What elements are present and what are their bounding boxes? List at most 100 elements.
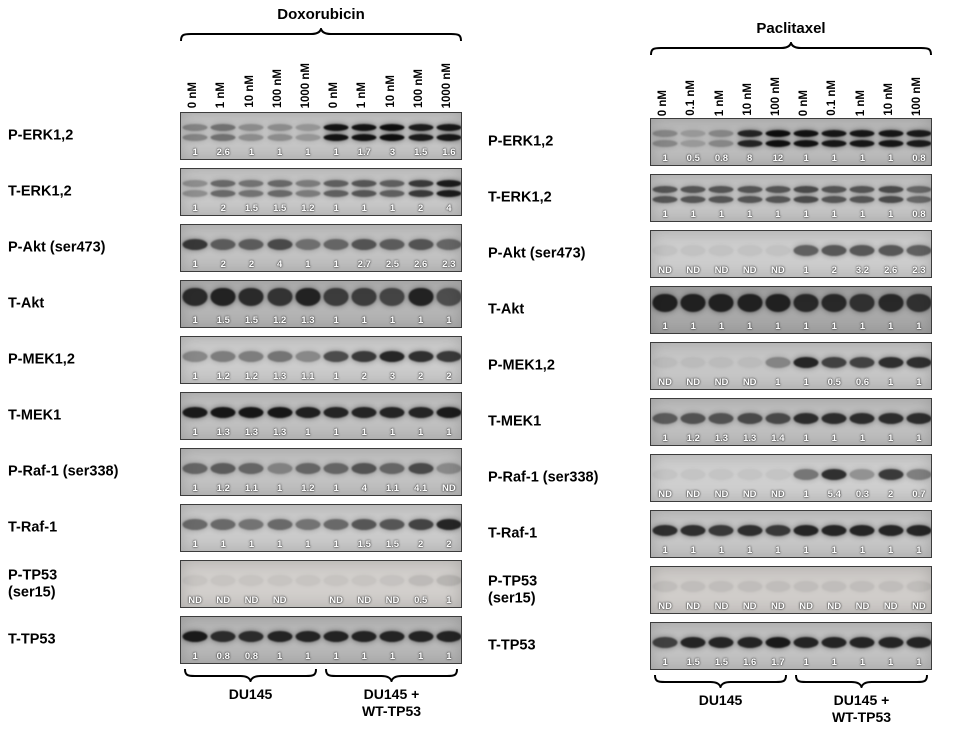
protein-band	[238, 351, 264, 362]
protein-band	[906, 245, 931, 256]
protein-band	[680, 130, 706, 137]
band-value: ND	[244, 595, 259, 606]
protein-band	[351, 134, 377, 141]
lane: 1	[266, 449, 294, 495]
protein-band	[737, 413, 763, 424]
protein-band	[210, 180, 236, 187]
band-value: 1.5	[216, 315, 230, 326]
lane: 4	[350, 449, 378, 495]
band-value: ND	[912, 601, 926, 612]
lane: ND	[378, 561, 406, 607]
protein-band	[323, 575, 349, 586]
protein-band	[680, 637, 706, 648]
band-value: 2	[418, 539, 424, 550]
lane: 1.1	[378, 449, 406, 495]
band-value: 1	[803, 321, 809, 332]
band-value: 1	[888, 545, 894, 556]
band-value: 2	[248, 259, 255, 270]
lane: ND	[679, 567, 707, 613]
blot-row: T-TP53 1 0.8 0.8 1 1 1 1 1 1 1	[8, 616, 462, 664]
band-value: 2.5	[385, 259, 400, 270]
dose-label: 0 nM	[798, 89, 811, 116]
band-value: 0.5	[686, 153, 700, 164]
lane: 1	[651, 175, 679, 221]
lane: 1	[651, 399, 679, 445]
band-value: 0.8	[912, 153, 926, 164]
protein-band	[238, 288, 264, 306]
row-label-line: T-Akt	[8, 295, 45, 312]
band-value: 1	[803, 265, 809, 276]
lane: 2.6	[209, 113, 237, 159]
blot-image: 1 1.2 1.2 1.3 1.1 1 2 3 2 2	[180, 336, 462, 384]
blot-row: T-Akt 1 1 1 1 1 1 1 1 1 1	[488, 286, 932, 334]
protein-band	[323, 631, 349, 642]
lane: 0.5	[407, 561, 435, 607]
dose-label: 10 nM	[243, 75, 256, 108]
row-label: P-TP53 (ser15)	[488, 573, 640, 606]
protein-band	[793, 245, 819, 256]
band-value: 1	[888, 433, 894, 444]
lane: 0.8	[707, 119, 735, 165]
row-label-line: P-TP53	[488, 573, 538, 590]
protein-band	[708, 413, 734, 424]
band-value: 1	[859, 153, 866, 164]
lane: 1.5	[378, 505, 406, 551]
group-label: DU145 + WT-TP53	[325, 686, 458, 720]
band-value: 1	[888, 321, 894, 332]
band-value: 4.1	[414, 483, 428, 494]
band-value: 1	[747, 321, 753, 332]
band-value: 1	[888, 153, 894, 164]
band-value: 1	[916, 545, 922, 556]
band-value: 1.5	[357, 539, 371, 550]
lane: 1	[848, 399, 876, 445]
lane: ND	[350, 561, 378, 607]
protein-band	[821, 581, 847, 592]
protein-band	[379, 519, 405, 530]
band-value: 1	[446, 651, 452, 662]
lane: 2	[820, 231, 848, 277]
group-label: DU145	[654, 692, 787, 709]
row-label: T-Raf-1	[8, 520, 170, 537]
protein-band	[821, 245, 847, 256]
lane: 1	[877, 287, 905, 333]
band-value: 1	[775, 545, 781, 556]
dose-label: 0 nM	[187, 81, 200, 108]
lane: 1	[905, 343, 931, 389]
lane: 2.5	[378, 225, 406, 271]
blot-row: P-Akt (ser473) ND ND ND ND ND 1 2 3.2 2.6 2.3	[488, 230, 932, 278]
lane: ND	[707, 455, 735, 501]
protein-band	[182, 631, 208, 642]
protein-band	[765, 130, 791, 137]
band-value: 1	[361, 651, 367, 662]
lane: 1	[350, 281, 378, 327]
band-value: 1	[333, 259, 339, 270]
band-value: 1.5	[273, 203, 287, 214]
protein-band	[182, 575, 208, 586]
protein-band	[436, 134, 461, 141]
lane: 1	[848, 623, 876, 669]
band-value: 1	[361, 315, 367, 326]
band-value: ND	[799, 601, 813, 612]
row-label-line: (ser15)	[8, 584, 56, 600]
protein-band	[210, 239, 236, 250]
band-value: 1	[718, 321, 725, 332]
lane: 1	[181, 169, 209, 215]
lane: 1	[181, 393, 209, 439]
band-value: 1	[192, 483, 198, 494]
protein-band	[793, 186, 819, 193]
protein-band	[652, 140, 678, 147]
protein-band	[849, 186, 875, 193]
band-value: 1	[859, 657, 866, 668]
lane: 1	[848, 511, 876, 557]
protein-band	[295, 180, 321, 187]
protein-band	[182, 288, 208, 306]
protein-band	[210, 124, 236, 131]
protein-band	[765, 140, 791, 147]
protein-band	[849, 294, 875, 312]
blot-row: P-Raf-1 (ser338) 1 1.2 1.1 1 1.2 1 4 1.1 4.1 ND	[8, 448, 462, 496]
protein-band	[906, 469, 931, 480]
lane: 1	[679, 511, 707, 557]
protein-band	[182, 190, 208, 197]
protein-band	[680, 525, 706, 536]
lane: 1.7	[350, 113, 378, 159]
